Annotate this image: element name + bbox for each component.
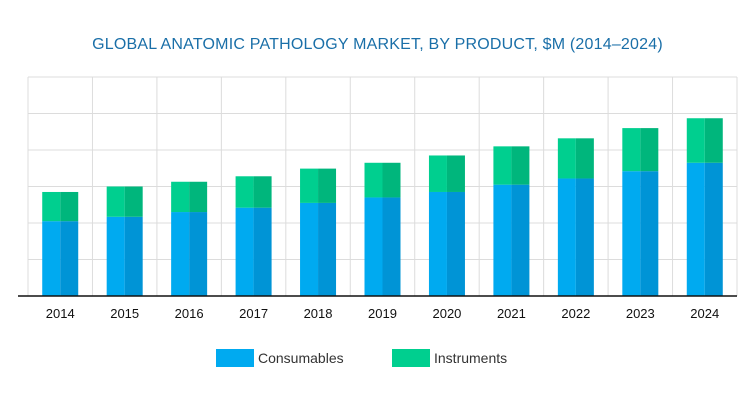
- x-tick-label-2024: 2024: [690, 306, 719, 321]
- bar-consumables-2015-shade: [124, 216, 143, 296]
- bar-instruments-2014: [42, 191, 61, 222]
- bar-consumables-2022-shade: [575, 178, 594, 296]
- bar-instruments-2017-shade: [253, 176, 272, 208]
- bar-instruments-2018: [300, 168, 319, 203]
- bar-consumables-2017: [235, 207, 254, 296]
- legend-item-consumables: Consumables: [216, 348, 344, 368]
- x-tick-label-2014: 2014: [46, 306, 75, 321]
- bar-consumables-2024-shade: [704, 162, 723, 296]
- bar-instruments-2019-shade: [382, 162, 401, 198]
- bar-consumables-2022: [557, 178, 576, 296]
- bar-consumables-2019-shade: [382, 197, 401, 296]
- bar-instruments-2023: [622, 128, 641, 172]
- legend-swatch-consumables: [216, 349, 254, 367]
- bar-consumables-2018-shade: [318, 202, 337, 296]
- bar-instruments-2021-shade: [511, 146, 530, 185]
- bar-consumables-2017-shade: [253, 207, 272, 296]
- bar-consumables-2024: [686, 162, 705, 296]
- bar-consumables-2016-shade: [189, 212, 208, 296]
- x-tick-label-2016: 2016: [175, 306, 204, 321]
- bar-instruments-2021: [493, 146, 512, 185]
- x-tick-label-2019: 2019: [368, 306, 397, 321]
- bar-instruments-2023-shade: [640, 128, 659, 172]
- bar-consumables-2014-shade: [60, 221, 79, 296]
- bar-instruments-2015: [106, 186, 125, 217]
- legend-label-instruments: Instruments: [434, 350, 508, 366]
- grid-lines: [27, 76, 738, 296]
- bar-consumables-2020-shade: [446, 191, 465, 296]
- bar-consumables-2021-shade: [511, 184, 530, 296]
- bar-consumables-2023-shade: [640, 171, 659, 296]
- bar-instruments-2022: [557, 138, 576, 179]
- bar-instruments-2017: [235, 176, 254, 208]
- bar-instruments-2016: [171, 181, 190, 213]
- bar-instruments-2020-shade: [446, 155, 465, 192]
- bar-instruments-2019: [364, 162, 383, 198]
- x-tick-label-2020: 2020: [432, 306, 461, 321]
- chart-title: GLOBAL ANATOMIC PATHOLOGY MARKET, BY PRO…: [92, 36, 663, 53]
- x-tick-label-2015: 2015: [110, 306, 139, 321]
- x-tick-label-2018: 2018: [304, 306, 333, 321]
- x-tick-label-2023: 2023: [626, 306, 655, 321]
- bar-instruments-2018-shade: [318, 168, 337, 203]
- bar-instruments-2016-shade: [189, 181, 208, 213]
- x-tick-labels: 2014 2015 2016 2017 2018 2019 2020 2021 2022 2023…: [46, 306, 719, 321]
- bar-consumables-2020: [428, 191, 447, 296]
- x-tick-label-2017: 2017: [239, 306, 268, 321]
- bar-instruments-2020: [428, 155, 447, 192]
- bar-group: [42, 118, 723, 296]
- bar-consumables-2021: [493, 184, 512, 296]
- bar-consumables-2023: [622, 171, 641, 296]
- legend-item-instruments: Instruments: [392, 348, 507, 368]
- bar-instruments-2022-shade: [575, 138, 594, 179]
- x-tick-label-2022: 2022: [561, 306, 590, 321]
- bar-consumables-2015: [106, 216, 125, 296]
- legend-label-consumables: Consumables: [258, 350, 344, 366]
- bar-consumables-2014: [42, 221, 61, 296]
- bar-instruments-2024: [686, 118, 705, 163]
- bar-consumables-2019: [364, 197, 383, 296]
- bar-consumables-2018: [300, 202, 319, 296]
- bar-instruments-2015-shade: [124, 186, 143, 217]
- bar-instruments-2024-shade: [704, 118, 723, 163]
- legend-swatch-instruments: [392, 349, 430, 367]
- bar-instruments-2014-shade: [60, 191, 79, 222]
- x-tick-label-2021: 2021: [497, 306, 526, 321]
- bar-consumables-2016: [171, 212, 190, 296]
